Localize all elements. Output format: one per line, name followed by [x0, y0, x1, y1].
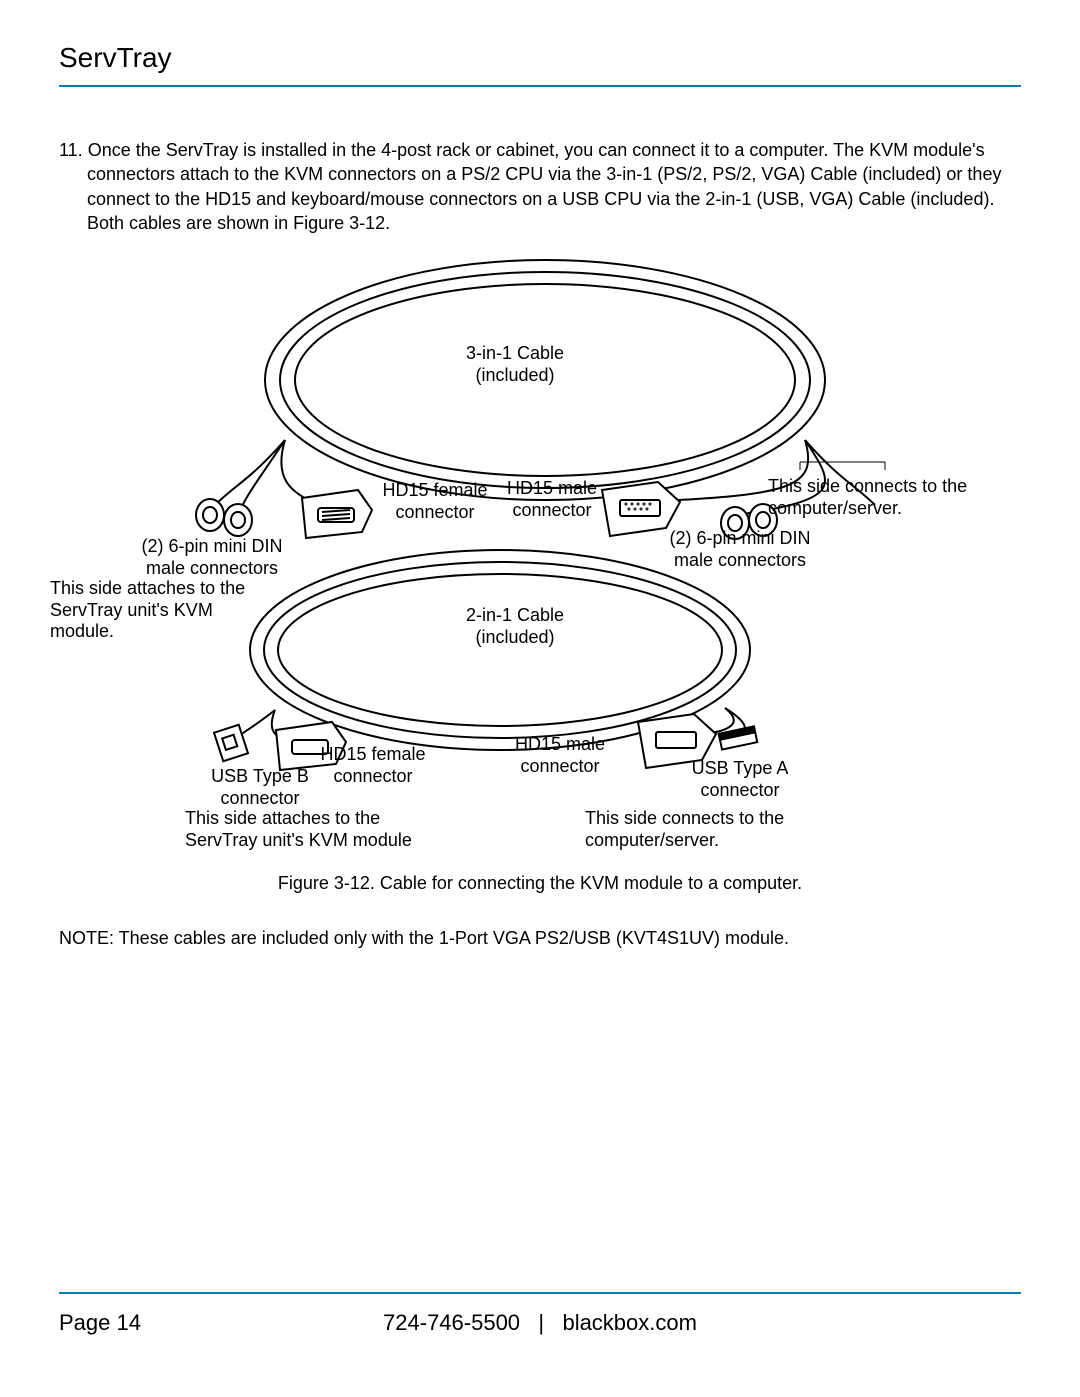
- label-6pin-left: (2) 6-pin mini DIN male connectors: [122, 536, 302, 579]
- hd15-female-connector-icon: [302, 490, 372, 538]
- label-hd15-male-top: HD15 male connector: [492, 478, 612, 521]
- label-6pin-right: (2) 6-pin mini DIN male connectors: [650, 528, 830, 571]
- label-hd15-male-bottom: HD15 male connector: [500, 734, 620, 777]
- list-number: 11.: [59, 140, 83, 160]
- label-usb-b: USB Type B connector: [200, 766, 320, 809]
- label-2in1-cable: 2-in-1 Cable (included): [440, 605, 590, 648]
- ps2-connector-icon: [196, 499, 252, 536]
- footer-rule: [59, 1292, 1021, 1294]
- paragraph-text: Once the ServTray is installed in the 4-…: [87, 140, 1001, 233]
- label-3in1-cable: 3-in-1 Cable (included): [440, 343, 590, 386]
- header-rule: [59, 85, 1021, 87]
- page: ServTray 11. Once the ServTray is instal…: [0, 0, 1080, 1397]
- label-usb-a: USB Type A connector: [680, 758, 800, 801]
- note-text: NOTE: These cables are included only wit…: [59, 928, 1021, 949]
- figure-diagram: 3-in-1 Cable (included) 2-in-1 Cable (in…: [40, 230, 1050, 870]
- label-right-connect-top: This side connects to the computer/serve…: [768, 476, 968, 519]
- body-paragraph: 11. Once the ServTray is installed in th…: [59, 138, 1021, 235]
- figure-caption: Figure 3-12. Cable for connecting the KV…: [0, 873, 1080, 894]
- label-right-connect-bottom: This side connects to the computer/serve…: [585, 808, 815, 851]
- label-hd15-female-top: HD15 female connector: [370, 480, 500, 523]
- footer-contact: 724-746-5500 | blackbox.com: [0, 1310, 1080, 1336]
- page-title: ServTray: [59, 42, 172, 74]
- footer-separator: |: [538, 1310, 544, 1335]
- footer-site: blackbox.com: [562, 1310, 697, 1335]
- label-hd15-female-bottom: HD15 female connector: [308, 744, 438, 787]
- footer-phone: 724-746-5500: [383, 1310, 520, 1335]
- usb-b-connector-icon: [214, 725, 248, 762]
- label-left-attach-bottom: This side attaches to the ServTray unit'…: [185, 808, 445, 851]
- label-left-attach-top: This side attaches to the ServTray unit'…: [50, 578, 260, 643]
